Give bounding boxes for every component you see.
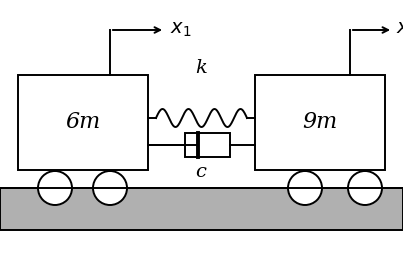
Circle shape <box>38 171 72 205</box>
Bar <box>0 188 403 230</box>
Bar <box>185 133 230 157</box>
Text: $x_2$: $x_2$ <box>396 21 403 39</box>
Text: 6m: 6m <box>65 112 101 133</box>
Circle shape <box>348 171 382 205</box>
Circle shape <box>288 171 322 205</box>
Bar <box>255 75 385 170</box>
Text: k: k <box>195 59 207 77</box>
Circle shape <box>93 171 127 205</box>
Text: $x_1$: $x_1$ <box>170 21 191 39</box>
Bar <box>18 75 148 170</box>
Text: c: c <box>195 163 206 181</box>
Text: 9m: 9m <box>302 112 338 133</box>
